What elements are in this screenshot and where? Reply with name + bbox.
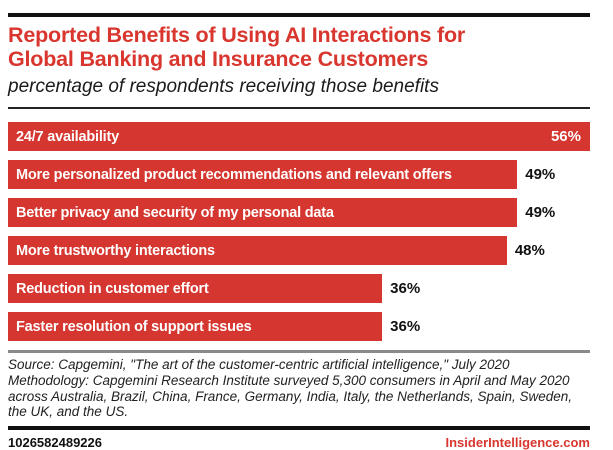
site-link[interactable]: InsiderIntelligence.com bbox=[445, 435, 591, 450]
bar: More personalized product recommendation… bbox=[8, 160, 518, 190]
chart-subtitle: percentage of respondents receiving thos… bbox=[8, 76, 590, 110]
page-title-line2: Global Banking and Insurance Customers bbox=[8, 47, 429, 72]
top-divider bbox=[8, 13, 590, 17]
bar: Faster resolution of support issues bbox=[8, 312, 383, 342]
bar: More trustworthy interactions bbox=[8, 236, 507, 266]
bar-category-label: More personalized product recommendation… bbox=[16, 166, 452, 183]
bar-row: 24/7 availability 56% bbox=[8, 122, 590, 152]
bar-category-label: Faster resolution of support issues bbox=[16, 318, 252, 335]
bar-row: Reduction in customer effort 36% bbox=[8, 274, 590, 304]
bar-category-label: Better privacy and security of my person… bbox=[16, 204, 334, 221]
source-line: Source: Capgemini, "The art of the custo… bbox=[8, 357, 510, 373]
bar-value-label: 36% bbox=[390, 318, 421, 336]
bar: 24/7 availability 56% bbox=[8, 122, 590, 152]
bar-value-label: 49% bbox=[525, 204, 556, 222]
source-note: Source: Capgemini, "The art of the custo… bbox=[8, 350, 590, 420]
bar-row: More trustworthy interactions 48% bbox=[8, 236, 590, 266]
bar-category-label: More trustworthy interactions bbox=[16, 242, 215, 259]
methodology-line: Methodology: Capgemini Research Institut… bbox=[8, 372, 573, 420]
bar: Reduction in customer effort bbox=[8, 274, 383, 304]
bar-row: Better privacy and security of my person… bbox=[8, 198, 590, 228]
bar-value-label: 36% bbox=[390, 280, 421, 298]
bar-value-label: 48% bbox=[514, 242, 545, 260]
bar-row: Faster resolution of support issues 36% bbox=[8, 312, 590, 342]
bar-category-label: Reduction in customer effort bbox=[16, 280, 209, 297]
bar-chart: 24/7 availability 56% More personalized pr… bbox=[8, 122, 590, 342]
bottom-divider bbox=[8, 426, 590, 431]
bar-row: More personalized product recommendation… bbox=[8, 160, 590, 190]
bar-category-label: 24/7 availability bbox=[16, 128, 119, 145]
page-title-line1: Reported Benefits of Using AI Interactio… bbox=[8, 23, 466, 47]
bar: Better privacy and security of my person… bbox=[8, 198, 518, 228]
bar-value-label: 56% bbox=[550, 128, 581, 146]
page-title: Reported Benefits of Using AI Interactio… bbox=[8, 23, 590, 71]
bar-value-label: 49% bbox=[525, 166, 556, 184]
chart-id: 1026582489226 bbox=[8, 435, 102, 450]
footer-bar: 1026582489226 InsiderIntelligence.com bbox=[8, 430, 590, 450]
